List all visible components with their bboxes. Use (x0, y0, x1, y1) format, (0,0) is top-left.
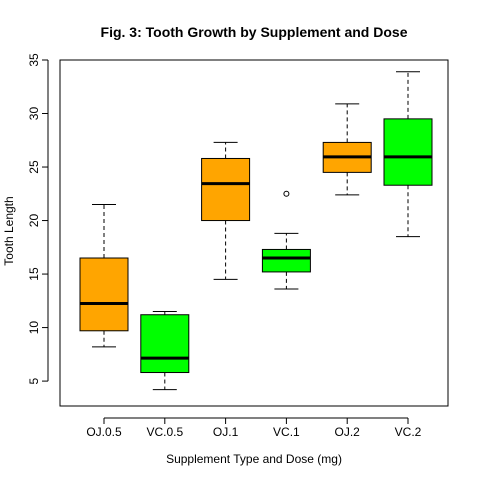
x-tick-label: OJ.0.5 (86, 425, 122, 439)
x-tick-label: OJ.1 (213, 425, 239, 439)
box-oj-0-5 (79, 203, 129, 348)
box-vc-2 (383, 71, 433, 238)
x-axis-label: Supplement Type and Dose (mg) (166, 452, 342, 466)
box-vc-0-5 (140, 311, 190, 391)
y-axis-label: Tooth Length (2, 196, 16, 265)
y-tick-label: 15 (27, 267, 41, 281)
box-oj-2 (322, 103, 372, 196)
outlier-point (283, 190, 290, 197)
iqr-box (140, 314, 190, 374)
chart-title: Fig. 3: Tooth Growth by Supplement and D… (101, 24, 408, 40)
y-tick-label: 10 (27, 321, 41, 335)
boxes-layer (79, 71, 433, 391)
box-vc-1 (261, 190, 311, 290)
iqr-box (79, 257, 129, 332)
x-tick-label: VC.1 (273, 425, 300, 439)
iqr-box (261, 248, 311, 273)
y-tick-label: 20 (27, 214, 41, 228)
iqr-box (201, 157, 251, 222)
x-axis: OJ.0.5 VC.0.5 OJ.1 VC.1 OJ.2 VC.2 (86, 417, 422, 439)
y-tick-label: 25 (27, 160, 41, 174)
y-tick-label: 30 (27, 107, 41, 121)
x-tick-label: VC.0.5 (146, 425, 183, 439)
iqr-box (383, 118, 433, 186)
y-tick-label: 35 (27, 53, 41, 67)
y-axis: 5 10 15 20 25 30 35 (27, 53, 49, 384)
x-tick-label: VC.2 (395, 425, 422, 439)
x-tick-label: OJ.2 (335, 425, 361, 439)
box-oj-1 (201, 141, 251, 280)
y-tick-label: 5 (27, 377, 41, 384)
plot-frame (59, 59, 449, 407)
